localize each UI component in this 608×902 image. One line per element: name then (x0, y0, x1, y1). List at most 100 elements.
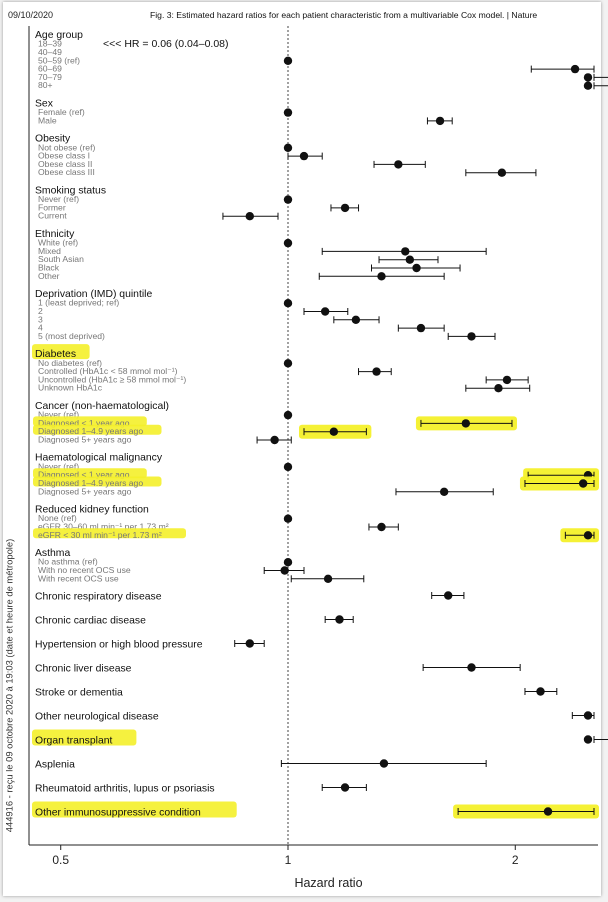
hr-point (435, 116, 445, 126)
group-label: Deprivation (IMD) quintile (35, 289, 152, 300)
hr-point (283, 410, 293, 420)
category-label: 2 (38, 306, 43, 316)
hr-point (461, 419, 471, 428)
hr-point (439, 487, 449, 496)
group-label: Age group (35, 30, 83, 41)
hr-point (570, 64, 580, 74)
hr-point (283, 558, 293, 567)
label-highlight (32, 801, 237, 818)
hr-point (377, 272, 386, 281)
category-label: 70–79 (38, 72, 62, 82)
x-tick-label: 1 (285, 853, 292, 867)
group-label: Stroke or dementia (35, 688, 123, 699)
category-label: Never (ref) (38, 410, 79, 420)
hr-point (467, 663, 476, 672)
category-label: eGFR < 30 ml min⁻¹ per 1.73 m² (38, 530, 162, 540)
x-tick-label: 2 (512, 853, 519, 867)
group-label: Asplenia (35, 760, 75, 771)
hr-point (502, 375, 512, 385)
hr-point (283, 299, 293, 308)
category-label: 18–39 (38, 39, 62, 49)
hr-point (245, 639, 254, 648)
hr-point (283, 238, 293, 248)
hr-point (299, 151, 309, 161)
category-label: Former (38, 202, 66, 212)
category-label: Diagnosed 1–4.9 years ago (38, 478, 143, 488)
x-axis-title: Hazard ratio (294, 876, 362, 890)
category-label: Current (38, 211, 67, 221)
category-label: With recent OCS use (38, 573, 119, 583)
hr-point (283, 359, 293, 368)
hr-point (323, 574, 333, 583)
group-label: Asthma (35, 548, 70, 559)
category-label: 50–59 (ref) (38, 55, 80, 65)
hr-point (283, 143, 293, 152)
category-label: Diagnosed < 1 year ago (38, 470, 130, 480)
hr-point (494, 384, 503, 393)
category-label: Other (38, 271, 60, 281)
hr-point (372, 367, 381, 376)
group-label: Obesity (35, 134, 71, 145)
category-label: 4 (38, 323, 43, 333)
group-label: Rheumatoid arthritis, lupus or psoriasis (35, 784, 215, 795)
hr-point (280, 566, 289, 575)
category-label: Diagnosed 5+ years ago (38, 435, 132, 445)
category-label: Obese class III (38, 167, 95, 177)
group-label: Smoking status (35, 185, 106, 196)
label-highlight (33, 416, 147, 427)
group-label: Cancer (non-haematological) (35, 401, 169, 412)
hr-point (543, 807, 553, 816)
hr-point (583, 735, 593, 744)
category-label: Uncontrolled (HbA1c ≥ 58 mmol mol⁻¹) (38, 374, 186, 384)
category-label: Mixed (38, 246, 61, 256)
label-highlight (32, 344, 90, 360)
label-highlight (33, 468, 147, 479)
category-label: eGFR 30–60 ml min⁻¹ per 1.73 m² (38, 522, 169, 532)
group-label: Haematological malignancy (35, 453, 163, 464)
group-label: Chronic cardiac disease (35, 616, 146, 627)
hr-point (497, 168, 507, 177)
hr-point (583, 73, 593, 82)
x-tick-label: 0.5 (52, 853, 69, 867)
category-label: 80+ (38, 80, 53, 90)
category-label: Never (ref) (38, 194, 79, 204)
hr-point (320, 307, 330, 316)
group-label: Chronic respiratory disease (35, 592, 162, 603)
hr-point (444, 591, 453, 600)
category-label: None (ref) (38, 513, 77, 523)
category-label: Unknown HbA1c (38, 383, 103, 393)
hr-point (340, 203, 350, 213)
group-label: Sex (35, 98, 54, 109)
hr-point (283, 195, 293, 204)
category-label: Black (38, 263, 60, 273)
hr-point (340, 783, 350, 792)
category-label: White (ref) (38, 238, 78, 248)
hr-point (583, 711, 593, 720)
hr-point (245, 212, 254, 221)
hr-point (405, 255, 415, 264)
hr-point (536, 687, 545, 696)
category-label: Controlled (HbA1c < 58 mmol mol⁻¹) (38, 366, 178, 376)
category-label: With no recent OCS use (38, 565, 131, 575)
category-label: Never (ref) (38, 461, 79, 471)
category-label: Female (ref) (38, 107, 85, 117)
category-label: Obese class II (38, 159, 92, 169)
document-page (3, 2, 601, 896)
hr-point (351, 315, 361, 324)
hr-point (583, 531, 593, 540)
hr-point (335, 615, 344, 624)
hr-point (283, 56, 293, 65)
hr-point (467, 332, 476, 341)
category-label: Obese class I (38, 151, 90, 161)
group-label: Hypertension or high blood pressure (35, 640, 203, 651)
category-label: No diabetes (ref) (38, 358, 102, 368)
category-label: 5 (most deprived) (38, 331, 105, 341)
category-label: Diagnosed 5+ years ago (38, 486, 132, 496)
hr-point (416, 323, 426, 333)
hr-point (283, 514, 293, 523)
category-label: 60–69 (38, 64, 62, 74)
group-label: Other immunosuppressive condition (35, 808, 201, 819)
hr-annotation: <<< HR = 0.06 (0.04–0.08) (103, 38, 229, 50)
category-label: Not obese (ref) (38, 142, 95, 152)
